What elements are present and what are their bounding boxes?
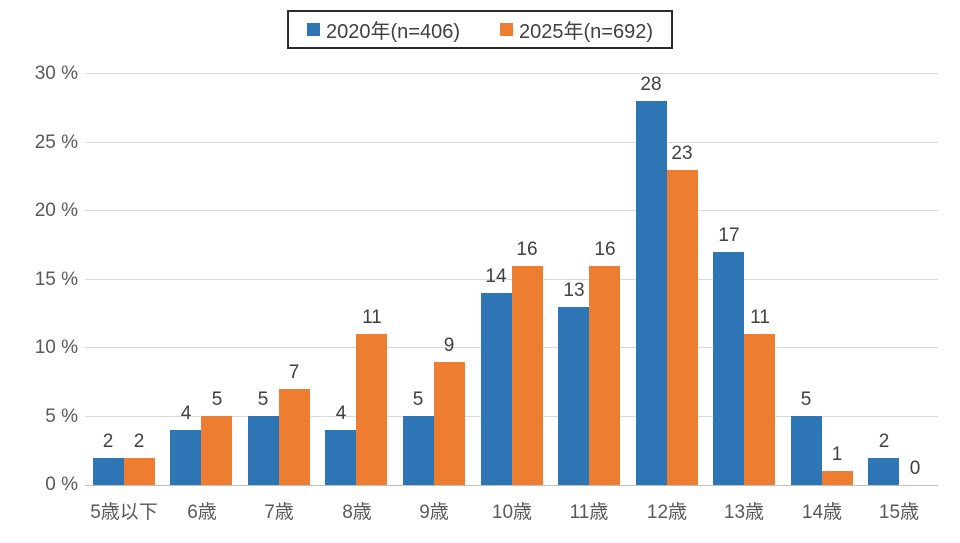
bar-2025: [589, 266, 620, 485]
bar-2020: [248, 416, 279, 485]
value-label: 28: [640, 74, 662, 95]
bar-2025: [822, 471, 853, 485]
x-axis-line: [85, 485, 938, 486]
legend-item-2020: 2020年(n=406): [307, 15, 460, 44]
y-tick-label: 20 %: [34, 200, 78, 221]
value-label: 14: [485, 266, 507, 287]
x-tick-label: 8歳: [342, 502, 372, 523]
x-tick-label: 13歳: [723, 502, 765, 523]
bar-2025: [434, 362, 465, 485]
bar-2020: [791, 416, 822, 485]
value-label: 2: [133, 431, 145, 452]
y-tick-label: 5 %: [45, 406, 78, 427]
bar-2020: [93, 458, 124, 485]
bar-2025: [512, 266, 543, 485]
value-label: 4: [335, 403, 347, 424]
x-tick-label: 11歳: [569, 502, 609, 523]
y-tick-label: 0 %: [45, 474, 78, 495]
bar-2025: [124, 458, 155, 485]
legend-label-2025: 2025年(n=692): [519, 21, 653, 43]
y-tick-label: 10 %: [34, 337, 78, 358]
bar-2020: [481, 293, 512, 485]
value-label: 2: [878, 431, 890, 452]
x-tick-label: 14歳: [801, 502, 843, 523]
bar-2020: [636, 101, 667, 485]
x-tick-label: 12歳: [646, 502, 688, 523]
value-label: 23: [671, 143, 693, 164]
value-label: 5: [257, 389, 269, 410]
value-label: 16: [594, 239, 616, 260]
x-tick-label: 9歳: [419, 502, 449, 523]
value-label: 1: [831, 444, 843, 465]
x-tick-label: 5歳以下: [90, 502, 158, 523]
value-label: 9: [443, 335, 455, 356]
plot-area: 2 4 5 4 5 14 13 28 17 5 2 2 5 7 11 9 16 16 23 11 1 0: [85, 73, 938, 486]
bar-2020: [558, 307, 589, 485]
bar-2025: [744, 334, 775, 485]
bar-2020: [713, 252, 744, 485]
gridline: [85, 73, 938, 74]
value-label: 5: [211, 389, 223, 410]
value-label: 4: [180, 403, 192, 424]
bar-2025: [356, 334, 387, 485]
bar-2020: [170, 430, 201, 485]
bar-2025: [279, 389, 310, 485]
bar-2020: [868, 458, 899, 485]
x-tick-label: 10歳: [491, 502, 533, 523]
value-label: 11: [362, 307, 382, 328]
y-tick-label: 30 %: [34, 63, 78, 84]
x-tick-label: 7歳: [264, 502, 294, 523]
gridline: [85, 142, 938, 143]
value-label: 13: [563, 280, 585, 301]
x-tick-label: 15歳: [878, 502, 920, 523]
value-label: 2: [102, 431, 114, 452]
gridline: [85, 279, 938, 280]
value-label: 5: [412, 389, 424, 410]
legend-label-2020: 2020年(n=406): [326, 21, 460, 43]
bar-2025: [201, 416, 232, 485]
y-tick-label: 15 %: [34, 269, 78, 290]
bar-2025: [667, 170, 698, 485]
gridline: [85, 210, 938, 211]
y-tick-label: 25 %: [34, 132, 78, 153]
legend-swatch-2020-icon: [307, 23, 321, 36]
legend-swatch-2025-icon: [500, 23, 513, 36]
chart-legend: 2020年(n=406) 2025年(n=692): [287, 10, 673, 49]
value-label: 16: [516, 239, 538, 260]
value-label: 5: [800, 389, 812, 410]
value-label: 11: [750, 307, 770, 328]
bar-2020: [325, 430, 356, 485]
value-label: 17: [718, 225, 740, 246]
x-tick-label: 6歳: [187, 502, 217, 523]
bar-2020: [403, 416, 434, 485]
value-label: 0: [909, 458, 921, 479]
value-label: 7: [288, 362, 300, 383]
legend-item-2025: 2025年(n=692): [500, 15, 653, 44]
